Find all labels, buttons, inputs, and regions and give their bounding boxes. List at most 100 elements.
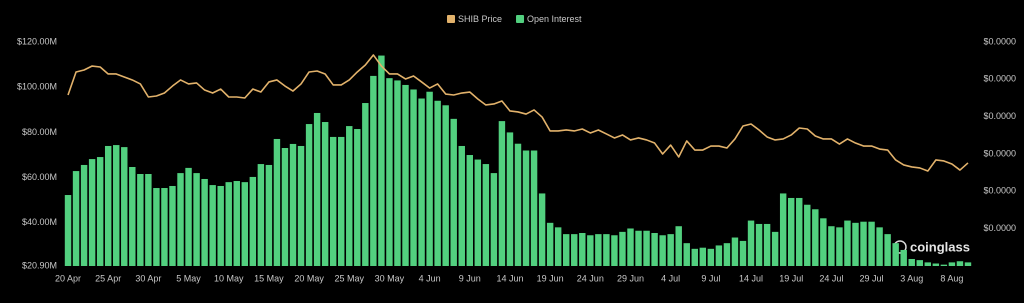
bar	[940, 264, 948, 266]
bar	[571, 234, 578, 266]
bar	[603, 234, 610, 266]
bar	[370, 75, 377, 266]
x-tick-label: 14 Jul	[739, 273, 763, 283]
bar	[812, 209, 819, 266]
price-line	[67, 54, 969, 172]
bar	[956, 261, 964, 266]
x-tick-label: 14 Jun	[496, 273, 523, 283]
y-tick-label: $80.00M	[22, 127, 57, 137]
bar	[137, 174, 144, 266]
bar	[161, 188, 168, 266]
bar	[715, 245, 723, 266]
x-tick-label: 20 Apr	[55, 273, 81, 283]
y2-tick-label: $0.0000	[983, 223, 1016, 233]
bar	[378, 55, 385, 266]
x-tick-label: 4 Jun	[419, 273, 441, 283]
bar	[635, 230, 642, 266]
bar	[964, 262, 972, 266]
x-tick-label: 19 Jun	[537, 273, 564, 283]
x-tick-label: 8 Aug	[940, 273, 963, 283]
bar	[932, 263, 940, 266]
bar	[64, 195, 72, 266]
bar	[257, 164, 265, 266]
x-tick-label: 9 Jul	[701, 273, 720, 283]
bar	[88, 159, 96, 266]
bar	[225, 182, 232, 266]
bar	[72, 171, 80, 266]
bar	[763, 223, 771, 266]
bar	[249, 176, 257, 266]
bar	[546, 222, 554, 266]
bar	[860, 221, 867, 266]
bar	[651, 232, 658, 266]
bar	[787, 197, 795, 266]
bar	[281, 148, 289, 266]
x-tick-label: 24 Jul	[819, 273, 843, 283]
bar	[892, 243, 899, 266]
bar	[434, 100, 441, 266]
bar	[338, 136, 345, 266]
bar	[273, 138, 281, 266]
bar	[723, 243, 731, 266]
bar	[386, 78, 393, 266]
bar	[313, 112, 321, 267]
bar	[731, 237, 739, 266]
y2-tick-label: $0.0000	[983, 148, 1016, 158]
bar	[297, 145, 305, 266]
x-tick-label: 9 Jun	[459, 273, 481, 283]
x-tick-label: 24 Jun	[577, 273, 604, 283]
bar	[683, 243, 690, 266]
bar	[80, 164, 88, 266]
bar	[908, 258, 915, 266]
bar	[305, 124, 313, 267]
bar	[185, 167, 192, 266]
bar	[321, 122, 329, 266]
bar	[884, 234, 891, 266]
bar	[948, 262, 956, 266]
x-tick-label: 4 Jul	[661, 273, 680, 283]
x-tick-label: 3 Aug	[900, 273, 923, 283]
bar	[346, 126, 353, 266]
bar	[329, 136, 337, 266]
bar	[554, 227, 562, 266]
bar	[836, 227, 843, 266]
bar	[121, 147, 128, 266]
bar	[707, 248, 715, 266]
bar	[418, 98, 425, 266]
bar	[410, 89, 417, 267]
y2-tick-label: $0.0000	[983, 111, 1016, 121]
x-tick-label: 25 Apr	[95, 273, 121, 283]
bar	[916, 260, 923, 266]
bar	[265, 164, 273, 266]
bar	[691, 248, 698, 266]
watermark-text: coinglass	[910, 239, 970, 254]
y-tick-label: $60.00M	[22, 172, 57, 182]
bar	[562, 234, 570, 266]
x-tick-label: 29 Jul	[860, 273, 884, 283]
bar	[450, 118, 457, 267]
y-tick-label: $20.90M	[22, 260, 57, 270]
bar	[659, 235, 666, 266]
bar	[675, 226, 682, 266]
y2-tick-label: $0.0000	[983, 186, 1016, 196]
bar	[217, 185, 224, 266]
x-tick-label: 29 Jun	[617, 273, 644, 283]
legend-label: Open Interest	[527, 14, 582, 24]
legend: SHIB Price Open Interest	[447, 14, 582, 24]
x-tick-label: 30 Apr	[135, 273, 161, 283]
bar	[739, 240, 747, 266]
legend-swatch	[447, 15, 455, 23]
bar	[113, 145, 120, 266]
bar	[522, 150, 530, 266]
x-tick-label: 10 May	[214, 273, 244, 283]
bar	[514, 143, 522, 266]
bar	[442, 105, 449, 266]
bar	[796, 197, 803, 266]
bar	[779, 193, 787, 266]
bar	[828, 226, 835, 266]
bar	[241, 182, 249, 266]
bar	[96, 157, 104, 266]
bar	[844, 220, 851, 266]
